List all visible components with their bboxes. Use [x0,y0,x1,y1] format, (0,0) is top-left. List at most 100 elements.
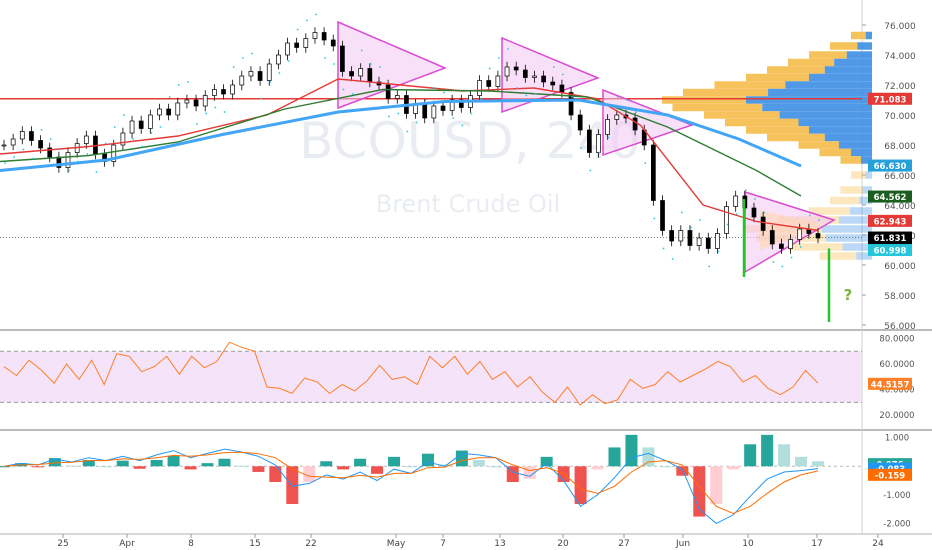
price-axis-label: 64.562 [874,193,907,203]
macd-histogram-bar [727,466,740,470]
sar-dot [296,28,299,31]
time-tick-label: 15 [249,539,260,549]
candle-body [248,71,254,77]
volume-profile-bar-sell [767,66,825,74]
sar-dot [333,63,336,65]
price-tick-label: 64.000 [884,202,916,212]
price-tick-label: 68.000 [884,142,916,152]
candle-body [47,147,53,158]
sar-dot [443,91,445,94]
sar-dot [607,136,610,139]
candle-body [285,42,290,56]
sar-dot [260,97,262,100]
volume-profile-bar-buy [825,234,872,242]
macd-histogram-bar [133,466,146,469]
volume-profile-bar-sell [819,252,857,260]
macd-histogram-bar [693,466,706,517]
sar-dot [415,121,418,124]
volume-profile-bar-buy [824,66,872,74]
watermark-name: Brent Crude Oil [376,190,561,218]
sar-dot [433,87,436,89]
sar-dot [516,87,519,89]
sar-dot [726,223,729,226]
macd-histogram-bar [608,447,621,467]
candle-body [477,80,482,96]
macd-histogram-bar [557,466,570,482]
volume-profile-bar-sell [809,207,850,215]
candle-body [431,105,437,119]
sar-dot [77,160,80,163]
sar-dot [406,130,409,133]
macd-histogram-bar [218,458,231,467]
sar-dots [4,13,820,268]
time-tick-label: 24 [872,539,884,549]
sar-dot [763,211,766,214]
macd-histogram-bar [540,456,553,467]
macd-histogram-bar [659,466,672,468]
sar-dot [232,66,235,68]
candle-body [605,119,610,135]
candle-body [486,80,492,87]
candle-body [715,233,720,249]
sar-dot [671,258,674,260]
rsi-value-label: 44.5157 [871,380,910,390]
volume-profile-bar-buy [824,133,872,142]
price-tick-label: 72.000 [884,82,916,92]
volume-profile-bar-buy [849,207,872,215]
macd-tick-label: -2.000 [883,519,910,529]
macd-histogram-bar [320,461,333,467]
sar-dot [497,57,500,59]
sar-dot [159,126,162,128]
price-axis-label: 62.943 [874,217,907,227]
macd-histogram-bar [761,434,774,467]
sar-dot [488,67,491,70]
candle-body [385,84,391,99]
sar-dot [424,99,427,101]
sar-dot [177,84,180,86]
candle-body [65,152,71,168]
volume-profile-bar-buy [785,81,872,89]
volume-profile-bar-buy [809,126,872,134]
candle-body [239,75,245,86]
volume-profile-bar-sell [830,42,858,50]
candle-body [788,239,793,249]
candle-body [596,134,601,153]
volume-profile-bar-sell [662,96,746,104]
sar-dot [690,226,692,229]
sar-dot [470,112,473,115]
volume-profile-bar-buy [762,103,872,112]
macd-histogram-bar [235,465,248,467]
sar-dot [251,52,253,55]
sar-dot [223,111,226,113]
price-axis-label: 66.630 [874,162,907,172]
macd-histogram-bar [269,466,282,482]
sar-dot [754,198,756,200]
volume-profile-bar-sell [746,126,809,134]
sar-dot [113,126,116,128]
candle-body [760,216,766,231]
time-tick-label: Apr [119,539,135,549]
candle-body [266,63,272,81]
sar-dot [58,148,61,151]
sar-dot [525,94,528,97]
macd-histogram-bar [489,466,502,468]
candle-body [577,114,583,131]
sar-dot [278,72,281,74]
candle-body [541,75,546,83]
macd-histogram [0,434,824,517]
rsi-tick-label: 40.0000 [879,386,914,396]
sar-dot [31,157,34,160]
macd-histogram-bar [354,458,367,467]
macd-histogram-bar [371,466,384,474]
time-tick-label: 17 [811,539,822,549]
candle-body [1,144,7,147]
rsi-tick-label: 80.0000 [879,334,914,344]
sar-dot [397,112,400,115]
candle-body [175,102,181,116]
time-tick-label: 27 [618,539,629,549]
time-tick-label: 13 [494,539,505,549]
sar-dot [287,60,290,62]
candle-body [294,42,300,48]
sar-dot [735,213,738,215]
sar-dot [369,63,372,65]
